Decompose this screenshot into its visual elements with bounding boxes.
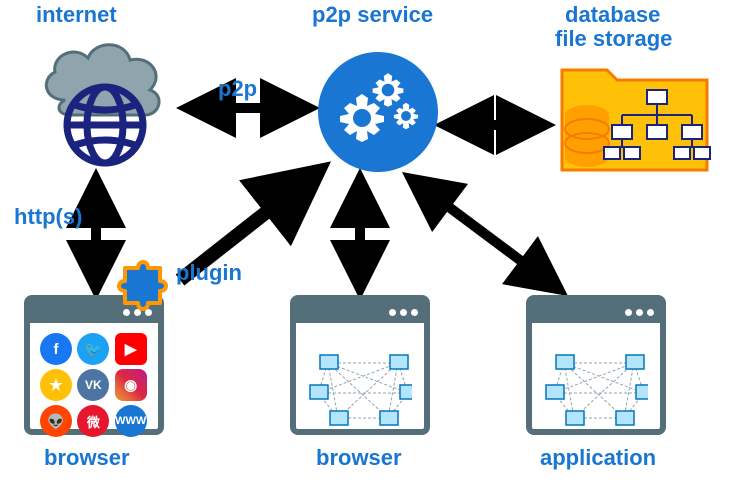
label-file-storage: file storage [555, 26, 672, 52]
label-internet: internet [36, 2, 117, 28]
weibo-icon: 微 [77, 405, 109, 437]
facebook-icon: f [40, 333, 72, 365]
network-icon [544, 343, 648, 433]
browser-titlebar [296, 301, 424, 323]
label-p2p: p2p [218, 76, 257, 102]
twitter-icon: 🐦 [77, 333, 109, 365]
label-database: database [565, 2, 660, 28]
internet-cloud-icon [30, 30, 180, 175]
qzone-icon: ★ [40, 369, 72, 401]
reddit-icon: 👽 [40, 405, 72, 437]
label-http: http(s) [14, 204, 82, 230]
instagram-icon: ◉ [115, 369, 147, 401]
browser-2 [290, 295, 430, 435]
vk-icon: VK [77, 369, 109, 401]
label-plugin: plugin [176, 260, 242, 286]
label-p2p-service: p2p service [312, 2, 433, 28]
social-icons-grid: f 🐦 ▶ ★ VK ◉ 👽 微 WWW [30, 323, 158, 447]
plugin-icon [110, 248, 180, 323]
www-icon: WWW [115, 405, 147, 437]
label-browser1: browser [44, 445, 130, 471]
youtube-icon: ▶ [115, 333, 147, 365]
network-icon [308, 343, 412, 433]
application-window [526, 295, 666, 435]
p2p-service-icon [316, 50, 440, 179]
browser-titlebar [532, 301, 660, 323]
database-folder-icon [552, 55, 717, 190]
